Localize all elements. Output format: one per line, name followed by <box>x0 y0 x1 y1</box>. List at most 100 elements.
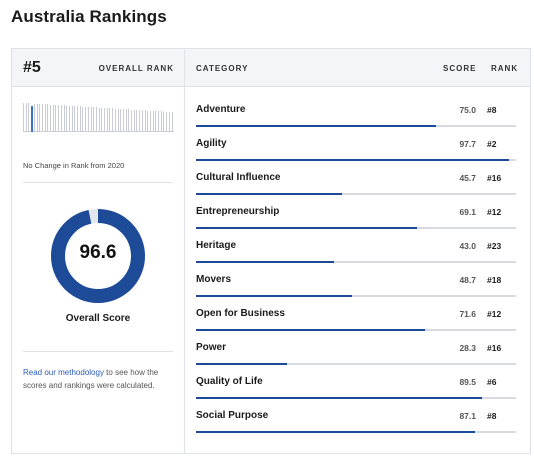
sparkline-bar <box>120 109 122 132</box>
sparkline-bar <box>25 103 27 132</box>
rank-column-header: RANK <box>491 64 519 73</box>
sparkline-bar <box>168 112 170 132</box>
score-bar-track <box>196 227 516 229</box>
table-row: Power 28.3 #16 <box>185 325 530 365</box>
overall-panel: #5 OVERALL RANK No Change in Rank from 2… <box>12 49 185 453</box>
category-name: Open for Business <box>196 308 285 319</box>
category-score: 45.7 <box>459 173 476 183</box>
score-bar-track <box>196 295 516 297</box>
sparkline-bar <box>28 103 30 132</box>
overall-score-value: 96.6 <box>79 242 117 263</box>
sparkline-bar <box>23 103 24 132</box>
page-title: Australia Rankings <box>11 7 167 26</box>
table-row: Cultural Influence 45.7 #16 <box>185 155 530 195</box>
sparkline-bar <box>109 108 111 132</box>
score-bar-fill <box>196 125 436 127</box>
category-score: 43.0 <box>459 241 476 251</box>
sparkline-bar <box>63 105 65 132</box>
score-bar-track <box>196 125 516 127</box>
category-score: 69.1 <box>459 207 476 217</box>
sparkline-bar <box>155 111 157 132</box>
category-score: 97.7 <box>459 139 476 149</box>
category-rank: #2 <box>487 139 497 149</box>
table-row: Agility 97.7 #2 <box>185 121 530 161</box>
overall-score-label: Overall Score <box>65 313 131 324</box>
sparkline-bar <box>44 104 46 132</box>
rankings-card: #5 OVERALL RANK No Change in Rank from 2… <box>11 48 531 454</box>
table-row: Movers 48.7 #18 <box>185 257 530 297</box>
score-bar-fill <box>196 261 334 263</box>
score-bar-track <box>196 329 516 331</box>
category-name: Entrepreneurship <box>196 206 280 217</box>
sparkline-bar <box>60 105 62 132</box>
score-bar-track <box>196 193 516 195</box>
sparkline-bar <box>68 106 70 132</box>
category-rank: #6 <box>487 377 497 387</box>
category-score: 89.5 <box>459 377 476 387</box>
score-bar-fill <box>196 227 418 229</box>
sparkline-bar <box>158 111 159 132</box>
score-bar-fill <box>196 431 475 433</box>
score-bar-track <box>196 363 516 365</box>
score-bar-track <box>196 261 516 263</box>
category-name: Cultural Influence <box>196 172 281 183</box>
category-name: Adventure <box>196 104 246 115</box>
sparkline-bar <box>122 109 124 132</box>
category-rank: #16 <box>487 173 502 183</box>
divider <box>23 351 173 352</box>
table-row: Social Purpose 87.1 #8 <box>185 393 530 433</box>
category-name: Social Purpose <box>196 410 269 421</box>
category-rank: #18 <box>487 275 502 285</box>
sparkline-bar <box>147 111 149 132</box>
sparkline-bar <box>125 109 127 132</box>
category-score: 28.3 <box>459 343 476 353</box>
sparkline-bar <box>74 106 76 132</box>
table-row: Heritage 43.0 #23 <box>185 223 530 263</box>
sparkline-bar <box>79 106 81 132</box>
category-name: Movers <box>196 274 232 285</box>
sparkline-bar <box>47 104 49 132</box>
sparkline-bar <box>128 109 130 132</box>
category-column-header: CATEGORY <box>196 64 249 73</box>
sparkline-bar <box>163 112 165 132</box>
sparkline-bar <box>82 107 84 132</box>
sparkline-bar <box>136 110 138 132</box>
sparkline-bar <box>139 110 141 132</box>
donut-arc <box>51 209 145 303</box>
score-bar-track <box>196 159 516 161</box>
sparkline-bar <box>90 107 92 132</box>
sparkline-bar <box>104 108 105 132</box>
rank-change-note: No Change in Rank from 2020 <box>23 161 125 170</box>
category-rank: #8 <box>487 105 497 115</box>
sparkline-bar <box>50 105 51 132</box>
divider <box>23 182 173 183</box>
sparkline-bar <box>77 106 78 132</box>
methodology-text: to see how the scores and rankings were … <box>23 368 159 390</box>
methodology-link[interactable]: Read our methodology <box>23 368 104 377</box>
sparkline-bar <box>114 109 116 132</box>
category-rank: #8 <box>487 411 497 421</box>
sparkline-bar <box>52 105 54 132</box>
category-name: Heritage <box>196 240 237 251</box>
category-name: Power <box>196 342 227 353</box>
score-bar-fill <box>196 295 352 297</box>
overall-rank-value: #5 <box>23 59 41 76</box>
sparkline-bar <box>36 104 38 132</box>
sparkline-bar <box>101 108 103 132</box>
sparkline-bar <box>95 107 97 132</box>
score-bar-track <box>196 397 516 399</box>
score-column-header: SCORE <box>443 64 477 73</box>
category-score: 87.1 <box>459 411 476 421</box>
sparkline-bar <box>166 112 168 132</box>
category-score: 75.0 <box>459 105 476 115</box>
sparkline-bar <box>117 109 119 132</box>
category-rank: #12 <box>487 207 502 217</box>
sparkline-bar <box>41 104 43 132</box>
sparkline-bar <box>144 110 146 132</box>
sparkline-bar <box>98 108 100 132</box>
rank-history-sparkline <box>23 102 174 132</box>
sparkline-bar <box>133 110 135 132</box>
sparkline-bar <box>106 108 108 132</box>
category-rank: #23 <box>487 241 502 251</box>
sparkline-bar <box>58 105 60 132</box>
